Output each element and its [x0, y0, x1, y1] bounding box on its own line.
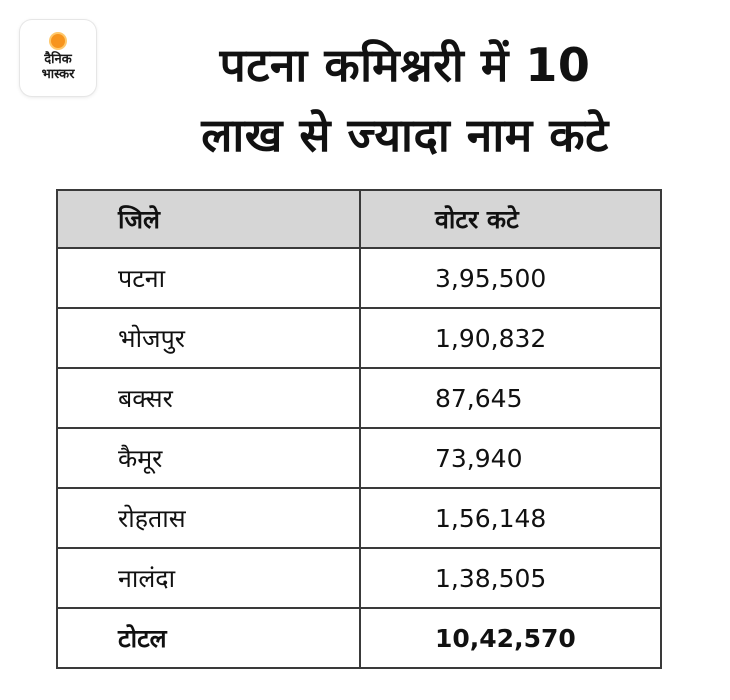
table-row: पटना 3,95,500 [56, 247, 662, 309]
logo-text-line1: दैनिक [44, 52, 72, 67]
district-cell: बक्सर [56, 367, 361, 429]
total-value-cell: 10,42,570 [359, 607, 662, 669]
district-cell: कैमूर [56, 427, 361, 489]
value-cell: 1,38,505 [359, 547, 662, 609]
total-label-cell: टोटल [56, 607, 361, 669]
column-header-district: जिले [56, 189, 361, 249]
data-table-container: जिले वोटर कटे पटना 3,95,500 भोजपुर 1,90,… [56, 189, 662, 669]
district-cell: नालंदा [56, 547, 361, 609]
value-cell: 87,645 [359, 367, 662, 429]
district-cell: भोजपुर [56, 307, 361, 369]
title-line1: पटना कमिश्नरी में 10 [219, 38, 591, 92]
sun-icon [51, 34, 65, 48]
table-row: रोहतास 1,56,148 [56, 487, 662, 549]
voter-table: जिले वोटर कटे पटना 3,95,500 भोजपुर 1,90,… [56, 189, 662, 669]
value-cell: 3,95,500 [359, 247, 662, 309]
table-row: कैमूर 73,940 [56, 427, 662, 489]
table-header-row: जिले वोटर कटे [56, 189, 662, 249]
value-cell: 73,940 [359, 427, 662, 489]
table-row: भोजपुर 1,90,832 [56, 307, 662, 369]
district-cell: पटना [56, 247, 361, 309]
page-title: पटना कमिश्नरी में 10 लाख से ज्यादा नाम क… [100, 30, 710, 170]
value-cell: 1,56,148 [359, 487, 662, 549]
district-cell: रोहतास [56, 487, 361, 549]
value-cell: 1,90,832 [359, 307, 662, 369]
table-row: बक्सर 87,645 [56, 367, 662, 429]
table-row: नालंदा 1,38,505 [56, 547, 662, 609]
logo-text-line2: भास्कर [41, 67, 75, 82]
total-row: टोटल 10,42,570 [56, 607, 662, 669]
brand-logo: दैनिक भास्कर [20, 20, 96, 96]
title-line2: लाख से ज्यादा नाम कटे [201, 108, 609, 162]
column-header-voters: वोटर कटे [359, 189, 662, 249]
